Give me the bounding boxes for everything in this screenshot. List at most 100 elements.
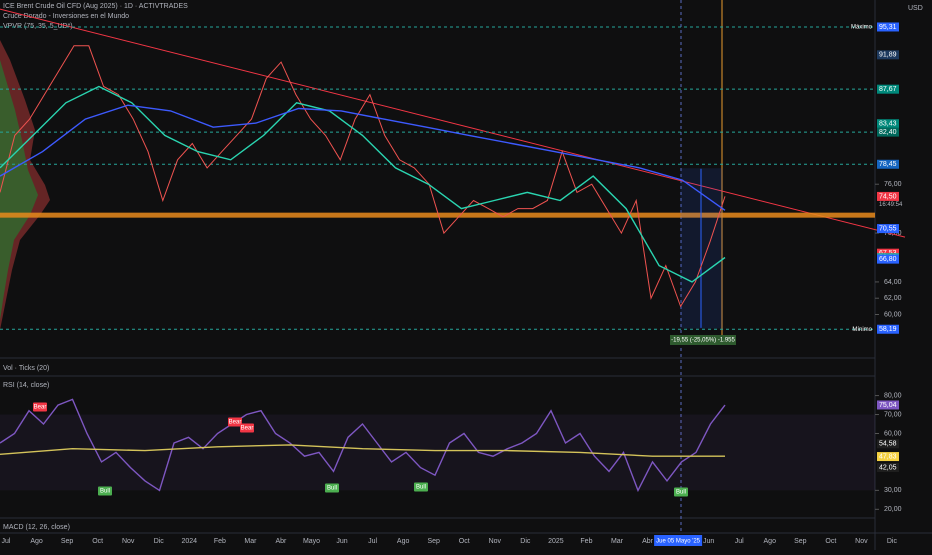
x-tick-label: Nov xyxy=(489,538,502,545)
x-tick-label: Feb xyxy=(214,538,226,545)
x-tick-label: Ago xyxy=(30,538,43,545)
y-tick-label: 70,00 xyxy=(884,230,902,237)
signal-label: Bull xyxy=(416,485,426,491)
signal-badge xyxy=(240,423,254,433)
x-tick-label: Sep xyxy=(427,538,440,545)
price-tag-label: 75,04 xyxy=(879,402,897,409)
signal-badge xyxy=(674,487,688,497)
x-tick-label: Jul xyxy=(735,538,744,545)
measure-bg xyxy=(670,335,736,345)
signal-badge xyxy=(228,417,242,427)
x-tick-label: Jul xyxy=(368,538,377,545)
price-tag-label: 66,80 xyxy=(879,256,897,263)
currency: USD xyxy=(908,5,923,12)
max-label: Máximo xyxy=(851,25,873,31)
y-tick-label: 76,00 xyxy=(884,181,902,188)
x-tick-label: Mayo xyxy=(303,538,320,545)
price-tag xyxy=(877,224,899,234)
pane-title: Vol · Ticks (20) xyxy=(3,365,49,372)
x-tick-label: Nov xyxy=(122,538,135,545)
y-tick-label: 20,00 xyxy=(884,506,902,513)
indicator-label: VPVR (75, 35, 5_UD*) xyxy=(3,23,73,30)
trendline xyxy=(0,8,906,238)
y-tick-label: 60,00 xyxy=(884,430,902,437)
support-level xyxy=(0,212,875,218)
price-tag xyxy=(877,159,899,169)
price-tag xyxy=(877,324,899,334)
x-tick-label: Oct xyxy=(92,538,103,545)
price-tag xyxy=(877,50,899,60)
x-tick-label: Nov xyxy=(855,538,868,545)
price-tag-label: 87,67 xyxy=(879,86,897,93)
x-tick-label: Oct xyxy=(459,538,470,545)
x-tick-label: Jue 05 Mayo '25 xyxy=(656,539,701,545)
x-tick-label: Abr xyxy=(642,538,654,545)
price-tag xyxy=(877,439,899,449)
x-tick-label: Ago xyxy=(397,538,410,545)
price-tag xyxy=(877,127,899,137)
rsi-band xyxy=(0,414,875,491)
symbol-title: ICE Brent Crude Oil CFD (Aug 2025) · 1D … xyxy=(3,3,188,10)
signal-badge xyxy=(414,482,428,492)
x-tick-label: 2024 xyxy=(182,538,198,545)
signal-label: Bear xyxy=(229,420,242,426)
x-tick-label: Jun xyxy=(703,538,714,545)
signal-label: Bear xyxy=(241,426,254,432)
signal-badge xyxy=(98,486,112,496)
x-tick-label: Sep xyxy=(61,538,74,545)
x-tick-label: 2025 xyxy=(548,538,564,545)
y-tick-label: 70,00 xyxy=(884,411,902,418)
x-tick-label: Jul xyxy=(2,538,11,545)
price-tag-label: 78,45 xyxy=(879,161,897,168)
series-line xyxy=(0,104,726,211)
signal-label: Bull xyxy=(676,490,686,496)
x-tick-label: Mar xyxy=(244,538,257,545)
y-tick-label: 62,00 xyxy=(884,295,902,302)
price-tag-label: 47,83 xyxy=(879,453,897,460)
y-tick-label: 64,00 xyxy=(884,279,902,286)
price-tag xyxy=(877,463,899,473)
x-tick-label: Dic xyxy=(520,538,531,545)
price-tag-label: 42,05 xyxy=(879,464,897,471)
price-tag-label: 74,50 xyxy=(879,193,897,200)
countdown: 16:49:54 xyxy=(879,202,903,208)
price-tag-label: 83,43 xyxy=(879,121,897,128)
price-tag-label: 54,58 xyxy=(879,441,897,448)
y-tick-label: 80,00 xyxy=(884,392,902,399)
x-tick-label: Dic xyxy=(887,538,898,545)
series-line xyxy=(0,45,726,308)
price-tag xyxy=(877,84,899,94)
min-label: Mínimo xyxy=(852,327,872,333)
price-tag xyxy=(877,191,899,201)
price-tag xyxy=(877,400,899,410)
pane-title: MACD (12, 26, close) xyxy=(3,524,70,531)
price-tag xyxy=(877,254,899,264)
indicator-label: Cruce Dorado - Inversiones en el Mundo xyxy=(3,13,129,20)
series-line xyxy=(0,444,725,457)
series-line xyxy=(0,85,726,283)
price-tag xyxy=(877,119,899,129)
x-tick-label: Jun xyxy=(336,538,347,545)
price-tag xyxy=(877,452,899,462)
x-tick-label: Feb xyxy=(580,538,592,545)
volume-profile-buy xyxy=(0,60,38,320)
y-tick-label: 30,00 xyxy=(884,487,902,494)
x-tick-label: Abr xyxy=(275,538,287,545)
price-tag-label: 95,31 xyxy=(879,24,897,31)
price-tag-label: 70,55 xyxy=(879,225,897,232)
price-tag-label: 58,19 xyxy=(879,326,897,333)
signal-badge xyxy=(325,483,339,493)
price-tag xyxy=(877,22,899,32)
x-tick-label: Ago xyxy=(764,538,777,545)
crosshair-date-bg xyxy=(654,535,703,546)
pane-title: RSI (14, close) xyxy=(3,382,49,389)
x-tick-label: Oct xyxy=(825,538,836,545)
y-tick-label: 60,00 xyxy=(884,311,902,318)
series-line xyxy=(0,398,726,493)
signal-label: Bull xyxy=(327,486,337,492)
measure-label: -19,55 (-25,05%) -1.955 xyxy=(671,338,735,344)
price-tag-label: 91,89 xyxy=(879,52,897,59)
